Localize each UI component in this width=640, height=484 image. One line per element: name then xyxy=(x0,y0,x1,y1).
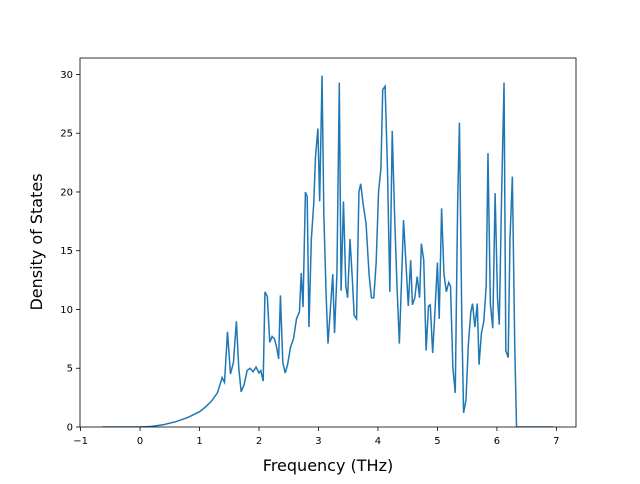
y-tick-label: 10 xyxy=(60,305,73,316)
x-tick-label: 1 xyxy=(196,436,202,447)
x-tick-label: 0 xyxy=(137,436,143,447)
plot-frame xyxy=(79,57,577,428)
x-tick-label: −1 xyxy=(73,436,88,447)
y-tick-label: 0 xyxy=(67,423,73,434)
y-axis-label: Density of States xyxy=(27,173,46,310)
y-tick-label: 5 xyxy=(67,364,73,375)
y-tick-label: 15 xyxy=(60,246,73,257)
x-tick-label: 4 xyxy=(375,436,381,447)
y-tick-label: 20 xyxy=(60,187,73,198)
x-tick-label: 6 xyxy=(494,436,500,447)
line xyxy=(102,75,554,427)
x-tick-label: 2 xyxy=(256,436,262,447)
y-tick-label: 30 xyxy=(60,70,73,81)
x-tick-label: 7 xyxy=(553,436,559,447)
y-tick-label: 25 xyxy=(60,129,73,140)
x-tick-label: 3 xyxy=(315,436,321,447)
x-axis-label: Frequency (THz) xyxy=(263,456,393,475)
x-tick-label: 5 xyxy=(434,436,440,447)
